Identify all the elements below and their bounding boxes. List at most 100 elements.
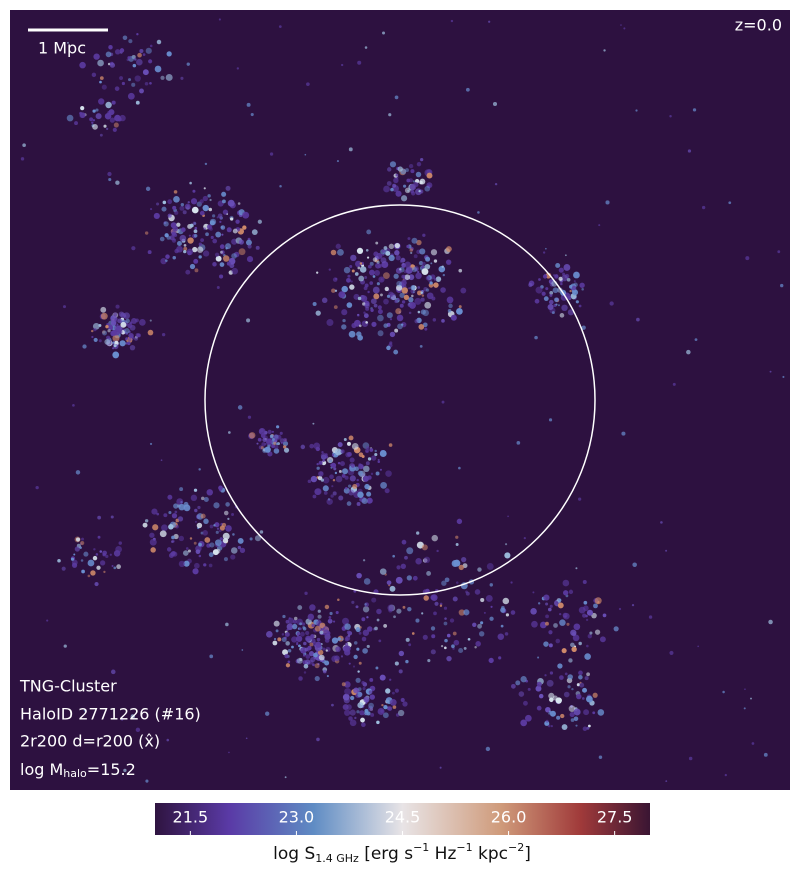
emission-dot [458, 466, 461, 470]
emission-dot [582, 580, 587, 585]
emission-dot [218, 18, 221, 21]
emission-dot [212, 238, 218, 244]
emission-dot [309, 443, 315, 449]
emission-dot [414, 319, 419, 324]
emission-dot [353, 654, 358, 660]
emission-dot [421, 261, 426, 266]
emission-dot [172, 255, 176, 260]
emission-dot [404, 555, 408, 560]
emission-dot [296, 657, 303, 664]
emission-dot [118, 330, 123, 334]
emission-dot [273, 620, 280, 627]
emission-dot [391, 691, 395, 695]
emission-dot [316, 271, 319, 274]
emission-dot [123, 768, 127, 773]
emission-dot [489, 616, 494, 621]
emission-dot [393, 177, 399, 184]
emission-dot [581, 287, 584, 291]
emission-dot [271, 444, 275, 449]
emission-dot [97, 59, 104, 67]
emission-dot [194, 508, 198, 513]
emission-dot [394, 688, 399, 693]
emission-dot [246, 256, 254, 263]
emission-dot [631, 604, 635, 607]
emission-dot [500, 624, 504, 628]
emission-dot [567, 685, 571, 689]
emission-dot [465, 590, 468, 594]
emission-dot [216, 527, 220, 530]
emission-dot [203, 227, 207, 231]
emission-dot [569, 712, 575, 718]
emission-dot [560, 713, 565, 719]
emission-dot [510, 683, 516, 689]
emission-dot [331, 703, 334, 707]
emission-dot [404, 261, 412, 269]
emission-dot [203, 250, 210, 257]
emission-dot [179, 234, 187, 242]
emission-dot [342, 617, 349, 625]
emission-dot [483, 611, 486, 614]
emission-dot [326, 319, 334, 327]
emission-dot [411, 632, 415, 635]
emission-dot [149, 442, 153, 446]
emission-dot [223, 510, 229, 516]
emission-dot [351, 269, 355, 273]
emission-dot [113, 566, 117, 570]
emission-dot [421, 294, 425, 297]
emission-dot [378, 639, 382, 643]
emission-dot [284, 653, 289, 659]
emission-dot [349, 265, 353, 269]
emission-dot [444, 577, 450, 583]
emission-dot [277, 637, 282, 642]
emission-dot [125, 318, 130, 324]
emission-dot [376, 608, 382, 615]
emission-dot [139, 319, 146, 326]
emission-dot [594, 629, 601, 635]
emission-dot [250, 112, 254, 117]
emission-dot [362, 629, 370, 636]
emission-dot [302, 654, 306, 657]
emission-dot [178, 560, 186, 568]
emission-dot [119, 114, 126, 122]
emission-dot [317, 614, 322, 619]
emission-dot [189, 181, 192, 185]
emission-dot [562, 612, 568, 618]
emission-dot [401, 287, 408, 294]
emission-dot [81, 537, 85, 541]
emission-dot [128, 78, 132, 82]
emission-dot [409, 301, 416, 309]
emission-dot [358, 631, 362, 635]
emission-dot [371, 597, 377, 603]
emission-dot [276, 425, 280, 429]
emission-dot [111, 100, 116, 105]
emission-dot [445, 259, 452, 265]
emission-dot [543, 594, 550, 601]
emission-dot [401, 300, 406, 304]
emission-dot [584, 653, 591, 660]
emission-dot [377, 330, 384, 337]
emission-dot [355, 605, 359, 609]
emission-dot [156, 39, 162, 45]
emission-dot [381, 249, 386, 253]
emission-dot [201, 496, 205, 501]
emission-dot [563, 691, 570, 698]
emission-dot [279, 185, 282, 188]
emission-dot [535, 286, 543, 294]
emission-dot [777, 250, 781, 254]
emission-dot [134, 75, 141, 82]
emission-dot [254, 535, 262, 542]
emission-dot [692, 108, 697, 112]
emission-dot [367, 457, 372, 461]
emission-dot [318, 460, 323, 465]
emission-dot [398, 669, 403, 674]
emission-dot [355, 260, 362, 268]
label-script: −1 [413, 841, 429, 854]
mass-sub: halo [63, 767, 87, 780]
emission-dot [409, 248, 414, 252]
emission-dot [98, 98, 105, 105]
emission-dot [203, 187, 206, 190]
emission-dot [92, 119, 96, 122]
emission-dot [401, 274, 406, 279]
emission-dot [212, 214, 216, 218]
emission-dot [366, 491, 372, 497]
